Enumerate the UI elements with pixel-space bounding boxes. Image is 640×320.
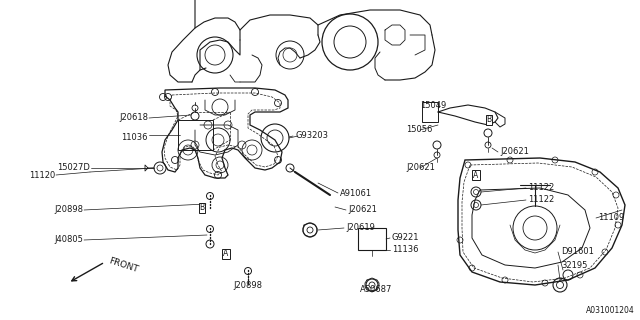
Text: A: A (474, 171, 479, 180)
Text: J20898: J20898 (54, 205, 83, 214)
Text: 11120: 11120 (29, 171, 55, 180)
Text: 11122: 11122 (528, 196, 554, 204)
Text: 11036: 11036 (122, 133, 148, 142)
Text: J20621: J20621 (500, 148, 529, 156)
Text: A91061: A91061 (340, 188, 372, 197)
Bar (358, 228, 386, 250)
Text: A031001204: A031001204 (586, 306, 635, 315)
Text: 15049: 15049 (420, 101, 446, 110)
Text: 15056: 15056 (406, 125, 433, 134)
Text: FRONT: FRONT (108, 256, 140, 274)
Text: J20898: J20898 (234, 282, 262, 291)
Text: B: B (486, 116, 492, 124)
Bar (422, 102, 438, 122)
Text: 15027D: 15027D (57, 164, 90, 172)
Text: 11136: 11136 (392, 245, 419, 254)
Text: J20621: J20621 (406, 164, 435, 172)
Text: 32195: 32195 (561, 260, 588, 269)
Text: G93203: G93203 (295, 131, 328, 140)
Text: A: A (223, 250, 228, 259)
Text: 11109: 11109 (598, 213, 624, 222)
Text: J20621: J20621 (348, 205, 377, 214)
Text: 11122: 11122 (528, 183, 554, 193)
Text: G9221: G9221 (392, 233, 419, 242)
Text: J20619: J20619 (346, 223, 375, 233)
Text: B: B (200, 204, 205, 212)
Text: D91601: D91601 (561, 247, 594, 257)
Text: J40805: J40805 (54, 236, 83, 244)
Text: A50687: A50687 (360, 285, 392, 294)
Bar (178, 120, 213, 150)
Text: J20618: J20618 (119, 114, 148, 123)
